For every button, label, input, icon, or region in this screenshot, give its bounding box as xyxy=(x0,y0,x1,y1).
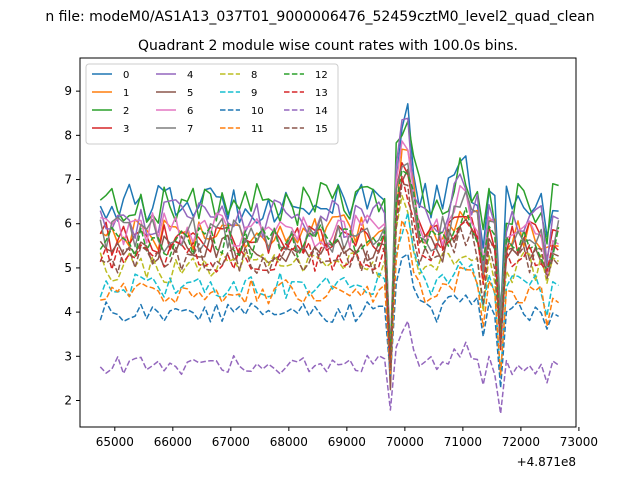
legend-label-3: 3 xyxy=(123,124,129,135)
series-line-10 xyxy=(99,253,559,389)
legend-label-2: 2 xyxy=(123,106,129,117)
x-tick-label: 67000 xyxy=(212,435,250,449)
y-tick-label: 3 xyxy=(64,349,72,363)
x-tick-label: 65000 xyxy=(96,435,134,449)
legend-label-13: 13 xyxy=(315,88,328,99)
x-tick-label: 71000 xyxy=(444,435,482,449)
series-line-14 xyxy=(99,320,560,415)
series-line-15 xyxy=(99,182,560,369)
series-line-2 xyxy=(99,120,559,373)
x-tick-label: 73000 xyxy=(560,435,598,449)
y-tick-label: 8 xyxy=(64,128,72,142)
x-tick-label: 66000 xyxy=(154,435,192,449)
chart-title: Quadrant 2 module wise count rates with … xyxy=(138,38,518,54)
plot-frame xyxy=(79,57,577,428)
y-tick-label: 5 xyxy=(64,261,72,275)
x-tick-label: 68000 xyxy=(270,435,308,449)
legend-label-9: 9 xyxy=(251,88,257,99)
series-line-13 xyxy=(99,175,560,367)
legend-label-8: 8 xyxy=(251,70,257,81)
x-axis-offset-label: +4.871e8 xyxy=(517,455,576,469)
legend-box xyxy=(85,63,339,145)
y-tick-label: 9 xyxy=(64,84,72,98)
x-axis: 65000 66000 67000 68000 69000 70000 71000 72000… xyxy=(96,427,598,449)
x-tick-label: 70000 xyxy=(386,435,424,449)
legend-label-12: 12 xyxy=(315,70,328,81)
y-tick-label: 7 xyxy=(64,173,72,187)
legend-label-1: 1 xyxy=(123,88,129,99)
legend-label-0: 0 xyxy=(123,70,129,81)
series-lines xyxy=(99,103,560,415)
figure-suptitle: n file: modeM0/AS1A13_037T01_9000006476_… xyxy=(45,9,594,25)
y-tick-label: 4 xyxy=(64,305,72,319)
legend-label-10: 10 xyxy=(251,106,264,117)
x-tick-label: 72000 xyxy=(502,435,540,449)
x-tick-label: 69000 xyxy=(328,435,366,449)
series-line-11 xyxy=(100,219,560,376)
legend-label-7: 7 xyxy=(187,124,193,135)
legend-label-11: 11 xyxy=(251,124,264,135)
legend-label-14: 14 xyxy=(315,106,328,117)
legend-label-4: 4 xyxy=(187,70,193,81)
legend-label-5: 5 xyxy=(187,88,193,99)
y-tick-label: 6 xyxy=(64,217,72,231)
legend-label-6: 6 xyxy=(187,106,193,117)
y-axis: 2 3 4 5 6 7 8 9 xyxy=(64,84,80,407)
series-line-8 xyxy=(99,194,560,359)
legend-label-15: 15 xyxy=(315,124,328,135)
y-tick-label: 2 xyxy=(64,393,72,407)
series-line-12 xyxy=(99,169,560,357)
series-line-9 xyxy=(99,212,559,376)
